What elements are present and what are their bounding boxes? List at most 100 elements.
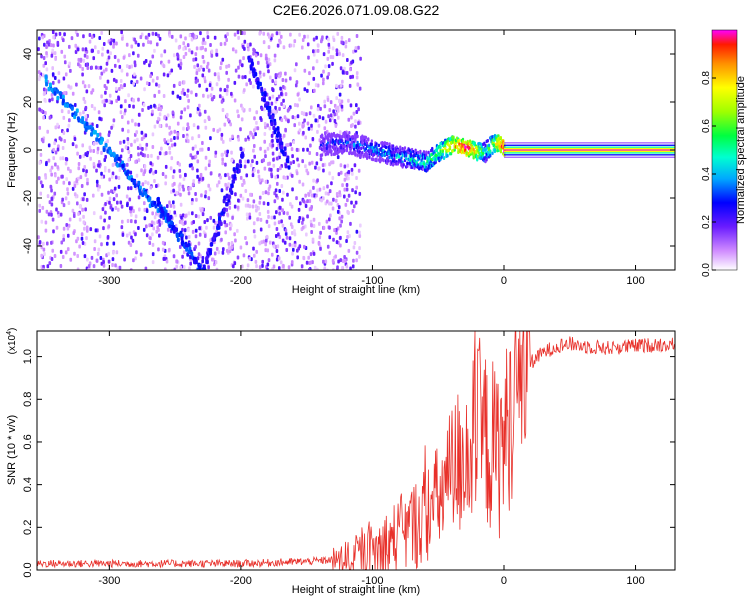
spectrogram-cell: [341, 266, 344, 270]
spectrogram-cell: [50, 172, 53, 177]
spectrogram-cell: [252, 68, 256, 73]
spectrogram-cell: [248, 107, 252, 112]
spectrogram-cell: [198, 232, 202, 237]
spectrogram-cell: [196, 63, 200, 68]
spectrogram-cell: [141, 107, 144, 112]
spectrogram-cell: [97, 110, 101, 115]
spectrogram-cell: [165, 123, 168, 128]
spectrogram-cell: [92, 141, 96, 146]
spectrogram-cell: [276, 43, 280, 48]
spectrogram-cell: [323, 99, 326, 104]
spectrogram-cell: [183, 214, 187, 219]
colorbar-tick-label: 0.2: [701, 215, 712, 229]
spectrogram-cell: [236, 30, 240, 35]
spectrogram-cell: [308, 71, 311, 76]
spectrogram-cell: [340, 214, 344, 219]
spectrogram-cell: [207, 115, 211, 120]
spectrogram-cell: [86, 177, 89, 182]
spectrogram-cell: [331, 46, 335, 51]
spectrogram-cell: [233, 80, 237, 85]
spectrogram-cell: [206, 35, 210, 40]
spectrogram-cell: [224, 34, 227, 39]
spectrogram-cell: [104, 210, 107, 215]
spectrogram-cell: [137, 226, 140, 231]
spectrogram-cell: [358, 142, 362, 147]
spectrogram-cell: [275, 210, 278, 215]
spectrogram-cell: [323, 144, 326, 148]
spectrogram-cell: [335, 192, 339, 197]
spectrogram-cell: [137, 180, 141, 186]
spectrogram-cell: [273, 199, 277, 204]
spectrogram-cell: [153, 179, 156, 184]
spectrogram-cell: [69, 68, 72, 73]
spectrogram-cell: [343, 187, 347, 192]
spectrogram-cell: [306, 88, 309, 93]
spectrogram-cell: [105, 241, 109, 246]
spectrogram-cell: [82, 214, 85, 219]
spectrogram-cell: [207, 147, 210, 152]
spectrogram-cell: [76, 116, 80, 121]
spectrogram-cell: [190, 50, 194, 55]
spectrogram-cell: [66, 187, 69, 192]
spectrogram-cell: [107, 133, 111, 138]
spectrogram-cell: [224, 182, 227, 187]
spectrogram-cell: [119, 104, 123, 109]
spectrogram-cell: [47, 143, 51, 148]
spectrogram-cell: [53, 254, 57, 259]
spectrogram-cell: [225, 64, 228, 69]
spectrogram-cell: [492, 139, 495, 143]
spectrogram-cell: [324, 259, 328, 264]
spectrogram-cell: [439, 149, 442, 154]
spectrogram-cell: [186, 139, 190, 144]
spectrogram-cell: [289, 43, 292, 48]
spectrogram-cell: [96, 150, 100, 155]
spectrogram-cell: [186, 43, 190, 48]
spectrogram-cell: [306, 34, 310, 39]
spectrogram-cell: [203, 75, 206, 80]
spectrogram-cell: [82, 220, 86, 225]
spectrogram-cell: [80, 183, 84, 188]
spectrogram-cell: [364, 147, 368, 151]
spectrogram-cell: [323, 126, 327, 131]
spectrogram-cell: [133, 139, 137, 144]
spectrogram-cell: [65, 177, 68, 182]
spectrogram-cell: [252, 51, 255, 56]
spectrogram-cell: [352, 204, 356, 209]
spectrogram-cell: [187, 211, 191, 216]
spectrogram-cell: [448, 145, 452, 149]
spectrogram-cell: [310, 223, 313, 228]
spectrogram-cell: [148, 203, 152, 209]
spectrogram-cell: [249, 163, 253, 168]
spectrogram-cell: [180, 220, 184, 225]
spectrogram-cell: [240, 117, 244, 122]
spectrogram-cell: [114, 175, 118, 180]
spectrogram-cell: [84, 207, 87, 212]
spectrogram-cell: [357, 107, 360, 112]
spectrogram-cell: [187, 228, 190, 233]
spectrogram-cell: [112, 197, 116, 202]
spectrogram-cell: [44, 228, 48, 233]
spectrogram-cell: [148, 241, 152, 246]
spectrogram-cell: [44, 61, 47, 66]
spectrogram-cell: [392, 147, 395, 152]
spectrogram-cell: [127, 93, 130, 98]
spectrogram-cell: [207, 183, 210, 188]
spectrogram-cell: [123, 257, 126, 262]
spectrogram-cell: [221, 157, 224, 162]
spectrogram-cell: [177, 45, 181, 50]
spectrogram-cell: [176, 94, 180, 99]
spectrogram-cell: [241, 183, 244, 188]
spectrogram-cell: [405, 156, 408, 161]
spectrogram-y-tick-label: 0: [22, 147, 34, 153]
spectrogram-cell: [225, 91, 229, 96]
spectrogram-cell: [248, 215, 252, 220]
spectrogram-cell: [339, 235, 342, 240]
spectrogram-cell: [76, 47, 80, 52]
spectrogram-cell: [171, 90, 175, 95]
spectrogram-cell: [192, 179, 195, 184]
spectrogram-cell: [347, 248, 351, 253]
spectrogram-cell: [179, 61, 183, 66]
spectrogram-cell: [271, 33, 274, 38]
spectrogram-cell: [68, 181, 71, 186]
spectrogram-cell: [146, 154, 150, 159]
